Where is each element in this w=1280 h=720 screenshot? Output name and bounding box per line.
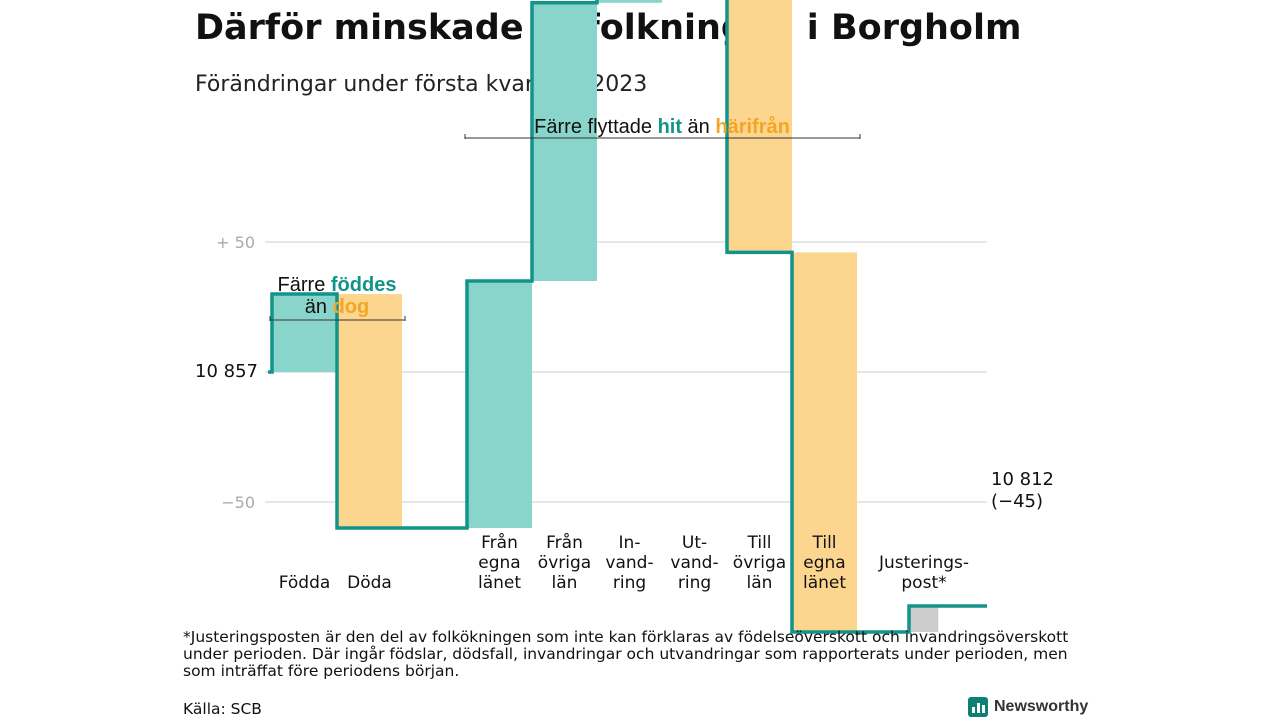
category-label: Döda <box>347 573 392 593</box>
waterfall-bar <box>532 2 597 282</box>
births-annotation-line2: än dog <box>305 296 369 318</box>
cumulative-step-line <box>268 0 987 634</box>
category-label: övriga <box>733 553 786 573</box>
waterfall-bar <box>597 0 662 3</box>
category-label: Från <box>546 532 583 553</box>
bars <box>272 0 939 632</box>
category-label: Från <box>481 532 518 553</box>
annotations: Färre föddes än dog Färre flyttade hit ä… <box>269 115 861 321</box>
category-label: län <box>552 573 578 593</box>
migration-annotation: Färre flyttade hit än härifrån <box>534 115 790 138</box>
chart-title: Därför minskade befolkningen i Borgholm <box>195 8 1022 48</box>
brand-name: Newsworthy <box>994 698 1089 715</box>
waterfall-bar <box>909 606 939 632</box>
category-label: Till <box>746 533 771 553</box>
category-label: Till <box>811 533 836 553</box>
newsworthy-logo-icon <box>968 697 988 717</box>
category-label: egna <box>478 553 520 573</box>
waterfall-bar <box>792 252 857 632</box>
step-line <box>268 0 987 634</box>
y-tick-label: + 50 <box>216 233 255 252</box>
brand-logo[interactable]: Newsworthy <box>968 697 1088 717</box>
category-label: ring <box>613 573 646 593</box>
category-label: In- <box>619 533 641 553</box>
source-label: Källa: SCB <box>183 700 262 718</box>
footnote: *Justeringsposten är den del av folkökni… <box>183 628 1069 680</box>
category-label: Ut- <box>682 533 707 553</box>
category-label: övriga <box>538 553 591 573</box>
category-label: egna <box>803 553 845 573</box>
births-annotation-line1: Färre föddes <box>278 274 397 296</box>
category-label: Födda <box>279 573 331 593</box>
end-change-label: (−45) <box>991 491 1043 512</box>
start-value-label: 10 857 <box>195 361 258 382</box>
waterfall-bar <box>727 0 792 253</box>
y-tick-label: −50 <box>221 493 255 512</box>
waterfall-bar <box>272 294 337 372</box>
end-value-label: 10 812 <box>991 469 1054 490</box>
category-label: ring <box>678 573 711 593</box>
category-labels: Födda DödaFrånegnalänetFrånövrigalänIn-va… <box>279 532 969 593</box>
category-label: vand- <box>670 553 718 573</box>
category-label: post* <box>901 573 946 593</box>
waterfall-bar <box>467 281 532 528</box>
category-label: Justerings- <box>878 553 969 573</box>
category-label: länet <box>478 573 521 593</box>
category-label: län <box>747 573 773 593</box>
waterfall-bar <box>337 294 402 528</box>
category-label: vand- <box>605 553 653 573</box>
category-label: länet <box>803 573 846 593</box>
